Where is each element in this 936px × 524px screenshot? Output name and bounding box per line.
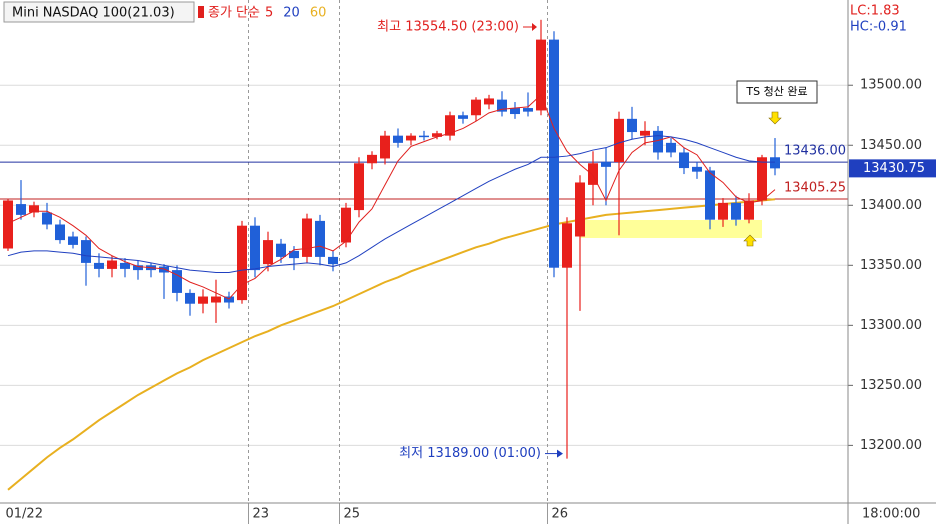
signal-arrow-down bbox=[768, 111, 782, 125]
legend-box bbox=[3, 1, 195, 23]
candle-body bbox=[679, 152, 689, 169]
candle-body bbox=[458, 115, 468, 119]
candle-body bbox=[198, 296, 208, 304]
reference-label: 13436.00 bbox=[784, 144, 846, 159]
candle-body bbox=[393, 135, 403, 143]
candle-body bbox=[55, 224, 65, 241]
last-price-label: 13430.75 bbox=[863, 161, 925, 176]
time-label: 18:00:00 bbox=[862, 507, 920, 522]
candle-body bbox=[81, 240, 91, 263]
candle-body bbox=[185, 292, 195, 304]
candle-body bbox=[510, 108, 520, 115]
candle-body bbox=[484, 98, 494, 105]
signal-arrow-up bbox=[743, 234, 757, 247]
candle-body bbox=[614, 118, 624, 163]
candle-body bbox=[68, 236, 78, 245]
y-tick-label: 13250.00 bbox=[860, 378, 922, 393]
candle-body bbox=[705, 170, 715, 220]
candle-body bbox=[341, 207, 351, 243]
legend-entry: 20 bbox=[283, 6, 300, 21]
low-arrow-head bbox=[557, 449, 563, 458]
y-tick-label: 13350.00 bbox=[860, 258, 922, 273]
candle-body bbox=[133, 265, 143, 271]
candle-body bbox=[263, 240, 273, 265]
x-tick-label: 23 bbox=[253, 507, 270, 522]
y-tick-label: 13400.00 bbox=[860, 198, 922, 213]
candle-body bbox=[107, 260, 117, 269]
note-text: TS 청산 완료 bbox=[745, 85, 807, 98]
candle-body bbox=[718, 202, 728, 220]
candle-body bbox=[432, 133, 442, 137]
candle-body bbox=[380, 135, 390, 159]
candle-body bbox=[276, 243, 286, 257]
candle-body bbox=[42, 212, 52, 225]
candle-body bbox=[627, 118, 637, 133]
candle-body bbox=[640, 130, 650, 136]
y-tick-label: 13300.00 bbox=[860, 318, 922, 333]
candle-body bbox=[3, 200, 13, 249]
candle-body bbox=[172, 270, 182, 293]
high-arrow-head bbox=[532, 23, 537, 31]
legend-title: Mini NASDAQ 100(21.03) bbox=[12, 6, 175, 21]
moving-average-line bbox=[7, 135, 775, 274]
candle-body bbox=[29, 205, 39, 213]
candle-body bbox=[497, 99, 507, 112]
moving-average-line bbox=[7, 93, 776, 300]
candle-body bbox=[419, 135, 429, 138]
candle-body bbox=[250, 225, 260, 271]
candle-body bbox=[549, 39, 559, 268]
legend-label: 종가 단순 bbox=[208, 6, 260, 21]
candle-body bbox=[211, 296, 221, 303]
candle-body bbox=[666, 142, 676, 153]
candle-body bbox=[744, 200, 754, 220]
high-annotation: 최고 13554.50 (23:00) bbox=[377, 20, 519, 35]
low-annotation: 최저 13189.00 (01:00) bbox=[399, 446, 541, 461]
candle-body bbox=[653, 130, 663, 153]
candle-body bbox=[159, 266, 169, 273]
candle-body bbox=[523, 108, 533, 112]
legend-entry: 5 bbox=[265, 6, 273, 21]
candle-body bbox=[575, 182, 585, 237]
y-tick-label: 13450.00 bbox=[860, 138, 922, 153]
candle-body bbox=[289, 250, 299, 259]
candle-body bbox=[536, 39, 546, 111]
legend-icon bbox=[198, 6, 204, 18]
candle-body bbox=[94, 262, 104, 269]
stat-label: HC:-0.91 bbox=[850, 20, 907, 35]
candle-body bbox=[237, 225, 247, 301]
x-tick-label: 25 bbox=[344, 507, 361, 522]
reference-label: 13405.25 bbox=[784, 180, 846, 195]
highlight-zone bbox=[580, 220, 762, 238]
y-tick-label: 13500.00 bbox=[860, 78, 922, 93]
candle-body bbox=[757, 157, 767, 201]
x-tick-label: 26 bbox=[552, 507, 569, 522]
candle-body bbox=[302, 218, 312, 257]
candle-body bbox=[588, 163, 598, 185]
candle-body bbox=[367, 154, 377, 164]
note-box bbox=[736, 80, 818, 104]
candle-body bbox=[16, 204, 26, 215]
y-tick-label: 13200.00 bbox=[860, 438, 922, 453]
moving-average-line bbox=[7, 198, 776, 491]
candle-body bbox=[328, 256, 338, 265]
candle-body bbox=[601, 162, 611, 167]
candle-body bbox=[471, 99, 481, 116]
candle-body bbox=[315, 220, 325, 257]
legend-entry: 60 bbox=[310, 6, 327, 21]
last-price-box bbox=[849, 159, 936, 178]
candle-body bbox=[120, 262, 130, 269]
candle-body bbox=[562, 223, 572, 268]
candle-body bbox=[692, 166, 702, 172]
candle-body bbox=[406, 135, 416, 141]
stat-label: LC:1.83 bbox=[850, 4, 900, 19]
candle-body bbox=[731, 202, 741, 220]
x-tick-label: 01/22 bbox=[6, 507, 43, 522]
candle-body bbox=[354, 163, 364, 211]
candle-body bbox=[224, 296, 234, 303]
candle-body bbox=[445, 115, 455, 136]
candle-body bbox=[770, 157, 780, 169]
